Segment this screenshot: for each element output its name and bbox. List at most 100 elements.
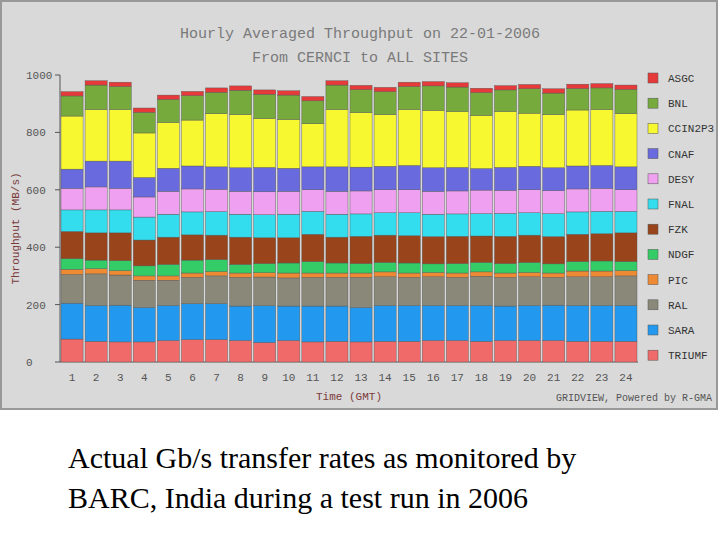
- caption: Actual Gb/s transfer rates as monitored …: [68, 441, 576, 474]
- bar-segment: [230, 115, 252, 168]
- legend-label: CCIN2P3: [668, 123, 714, 135]
- bar-segment: [422, 82, 444, 86]
- bar-segment: [422, 168, 444, 192]
- bar-segment: [109, 82, 131, 86]
- bar-segment: [374, 190, 396, 213]
- bar-segment: [519, 190, 541, 213]
- bar-segment: [591, 165, 613, 188]
- bar-segment: [254, 215, 276, 238]
- x-tick-label: 19: [499, 372, 512, 384]
- x-tick-label: 9: [261, 372, 268, 384]
- legend-swatch: [648, 174, 658, 184]
- legend-swatch: [648, 300, 658, 310]
- bar-segment: [374, 305, 396, 341]
- bar-segment: [422, 191, 444, 214]
- bar-segment: [181, 277, 203, 303]
- subtitle: From CERNCI to ALL SITES: [252, 50, 468, 67]
- legend-label: FZK: [668, 224, 688, 236]
- x-tick-label: 13: [354, 372, 367, 384]
- bar-segment: [326, 341, 348, 362]
- bar-segment: [470, 272, 492, 276]
- legend-swatch: [648, 275, 658, 285]
- bar-segment: [543, 214, 565, 237]
- bar-segment: [519, 113, 541, 166]
- bar-segment: [422, 340, 444, 362]
- legend-swatch: [648, 98, 658, 108]
- x-tick-label: 5: [165, 372, 172, 384]
- legend-label: DESY: [668, 174, 695, 186]
- bar-segment: [206, 114, 228, 167]
- bar-segment: [61, 269, 83, 274]
- legend-label: NDGF: [668, 249, 694, 261]
- bar-segment: [302, 167, 324, 190]
- bar-segment: [157, 214, 179, 237]
- bar-segment: [615, 114, 637, 167]
- bar-segment: [278, 340, 300, 362]
- x-axis-label: Time (GMT): [316, 391, 382, 403]
- bar-segment: [615, 262, 637, 271]
- y-tick: [55, 247, 60, 248]
- bar-segment: [157, 340, 179, 362]
- bar-segment: [157, 280, 179, 305]
- bar-segment: [230, 273, 252, 277]
- bar-segment: [495, 340, 517, 362]
- bar-segment: [157, 168, 179, 191]
- bar-segment: [591, 271, 613, 277]
- bar-segment: [422, 237, 444, 264]
- bar-segment: [495, 273, 517, 277]
- bar-segment: [61, 188, 83, 210]
- bar-segment: [470, 88, 492, 92]
- bar-segment: [278, 238, 300, 263]
- bar-segment: [206, 276, 228, 304]
- bar-segment: [133, 276, 155, 280]
- bar-segment: [230, 306, 252, 340]
- bar-segment: [446, 236, 468, 263]
- bar-segment: [157, 191, 179, 214]
- bar-segment: [206, 272, 228, 276]
- bar-segment: [519, 213, 541, 235]
- x-tick-label: 21: [547, 372, 561, 384]
- bar-segment: [326, 81, 348, 85]
- bar-segment: [398, 341, 420, 362]
- bar-segment: [278, 273, 300, 278]
- bar-segment: [206, 92, 228, 114]
- x-tick-label: 20: [523, 372, 536, 384]
- bar-segment: [446, 83, 468, 87]
- legend-swatch: [648, 123, 658, 133]
- legend-label: FNAL: [668, 199, 694, 211]
- bar-segment: [326, 109, 348, 166]
- bar-segment: [61, 339, 83, 362]
- y-axis: [60, 75, 61, 362]
- bar-segment: [109, 342, 131, 362]
- bar-segment: [591, 211, 613, 233]
- bar-segment: [350, 307, 372, 341]
- bar-segment: [422, 305, 444, 340]
- bar-segment: [350, 167, 372, 191]
- bar-segment: [254, 119, 276, 168]
- bar-segment: [350, 191, 372, 214]
- bar-segment: [446, 273, 468, 277]
- bar-segment: [230, 214, 252, 237]
- bar-segment: [254, 273, 276, 277]
- bar-segment: [374, 262, 396, 271]
- y-tick-label: 800: [26, 127, 46, 139]
- bar-segment: [254, 192, 276, 215]
- bar-segment: [302, 342, 324, 362]
- bar-segment: [422, 86, 444, 110]
- bar-segment: [61, 274, 83, 303]
- bar-segment: [350, 264, 372, 273]
- bar-segment: [181, 91, 203, 95]
- bar-segment: [398, 86, 420, 109]
- bar-segment: [519, 277, 541, 306]
- bar-segment: [278, 306, 300, 340]
- bar-segment: [254, 90, 276, 94]
- x-tick-label: 16: [427, 372, 440, 384]
- bar-segment: [133, 266, 155, 276]
- bar-segment: [398, 109, 420, 165]
- bar-segment: [181, 166, 203, 189]
- bar-segment: [374, 213, 396, 235]
- bar-segment: [591, 234, 613, 261]
- legend-label: ASGC: [668, 73, 695, 85]
- bar-segment: [519, 89, 541, 113]
- bar-segment: [133, 217, 155, 240]
